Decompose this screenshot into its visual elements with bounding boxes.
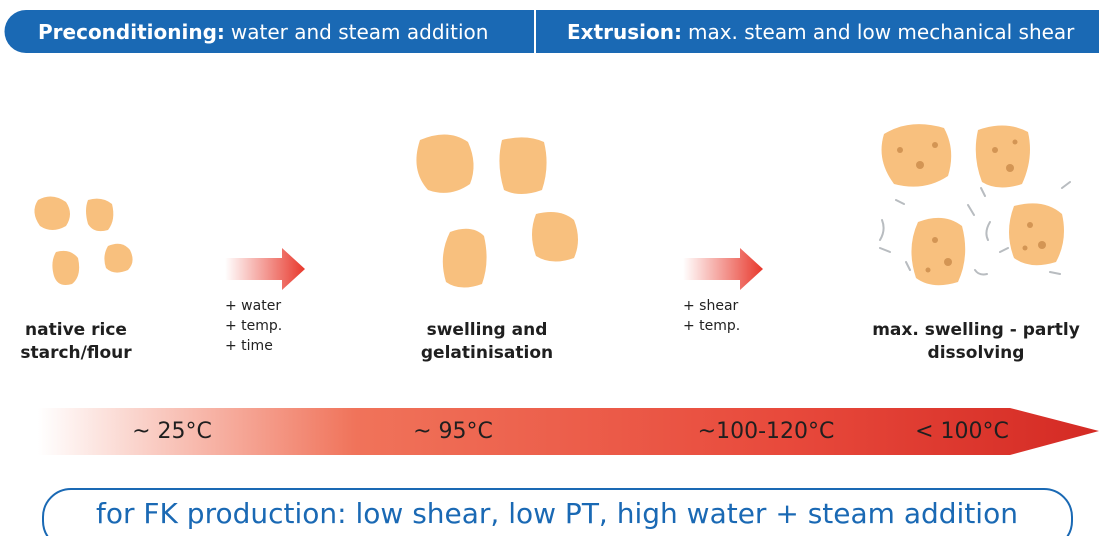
shape [52, 250, 80, 285]
shape [34, 196, 70, 230]
shape [499, 137, 547, 194]
segment-title: Extrusion: [567, 20, 682, 44]
stage-label: dissolving [928, 343, 1025, 363]
segment-text: max. steam and low mechanical shear [688, 20, 1075, 44]
transition-arrow [225, 248, 305, 290]
footer-text: for FK production: low shear, low PT, hi… [96, 497, 1018, 530]
shape [975, 125, 1030, 188]
shape: + water + temp. + time + shear + temp. [225, 298, 740, 354]
stage-label: gelatinisation [421, 343, 553, 363]
transition-text: + temp. [225, 318, 282, 334]
stage-label: starch/flour [20, 343, 132, 363]
transition-text: + shear [683, 298, 739, 314]
temperature-label: ~ 95°C [413, 419, 493, 444]
granules-swollen [416, 134, 578, 288]
temperature-label: ~100-120°C [698, 419, 835, 444]
shape [1038, 241, 1046, 249]
shape [86, 198, 114, 232]
shape [911, 217, 966, 286]
shape [442, 228, 487, 288]
shape [1022, 245, 1028, 251]
stage-label: swelling and [427, 320, 548, 340]
segment-text: water and steam addition [231, 20, 489, 44]
transition-arrow [683, 248, 763, 290]
stage-label: max. swelling - partly [872, 320, 1080, 340]
shape: native rice starch/flour swelling and ge… [20, 320, 1079, 363]
shape [1027, 222, 1033, 228]
shape [897, 147, 903, 153]
header-segment: Preconditioning: water and steam addition [38, 20, 488, 44]
shape [416, 134, 474, 193]
shape [932, 237, 938, 243]
shape: ~ 25°C ~ 95°C ~100-120°C < 100°C [132, 419, 1009, 444]
shape [532, 212, 578, 262]
header-bar [4, 10, 1099, 53]
granules-native [34, 196, 133, 285]
shape [1012, 139, 1018, 145]
shape [879, 181, 1071, 276]
temperature-label: < 100°C [915, 419, 1009, 444]
shape [925, 267, 931, 273]
shape [916, 161, 924, 169]
stage-label: native rice [25, 320, 127, 340]
shape [1006, 164, 1014, 172]
footer-box [42, 488, 1073, 536]
shape [992, 147, 998, 153]
temperature-label: ~ 25°C [132, 419, 212, 444]
temperature-bar [38, 408, 1099, 455]
shape [944, 258, 952, 266]
segment-title: Preconditioning: [38, 20, 225, 44]
shape [932, 142, 938, 148]
granules-dissolving [879, 124, 1071, 286]
header-segment: Extrusion: max. steam and low mechanical … [567, 20, 1075, 44]
transition-text: + temp. [683, 318, 740, 334]
shape [104, 243, 133, 273]
shape [1009, 203, 1064, 266]
transition-text: + water [225, 298, 281, 314]
shape [881, 124, 952, 187]
transition-text: + time [225, 338, 273, 354]
